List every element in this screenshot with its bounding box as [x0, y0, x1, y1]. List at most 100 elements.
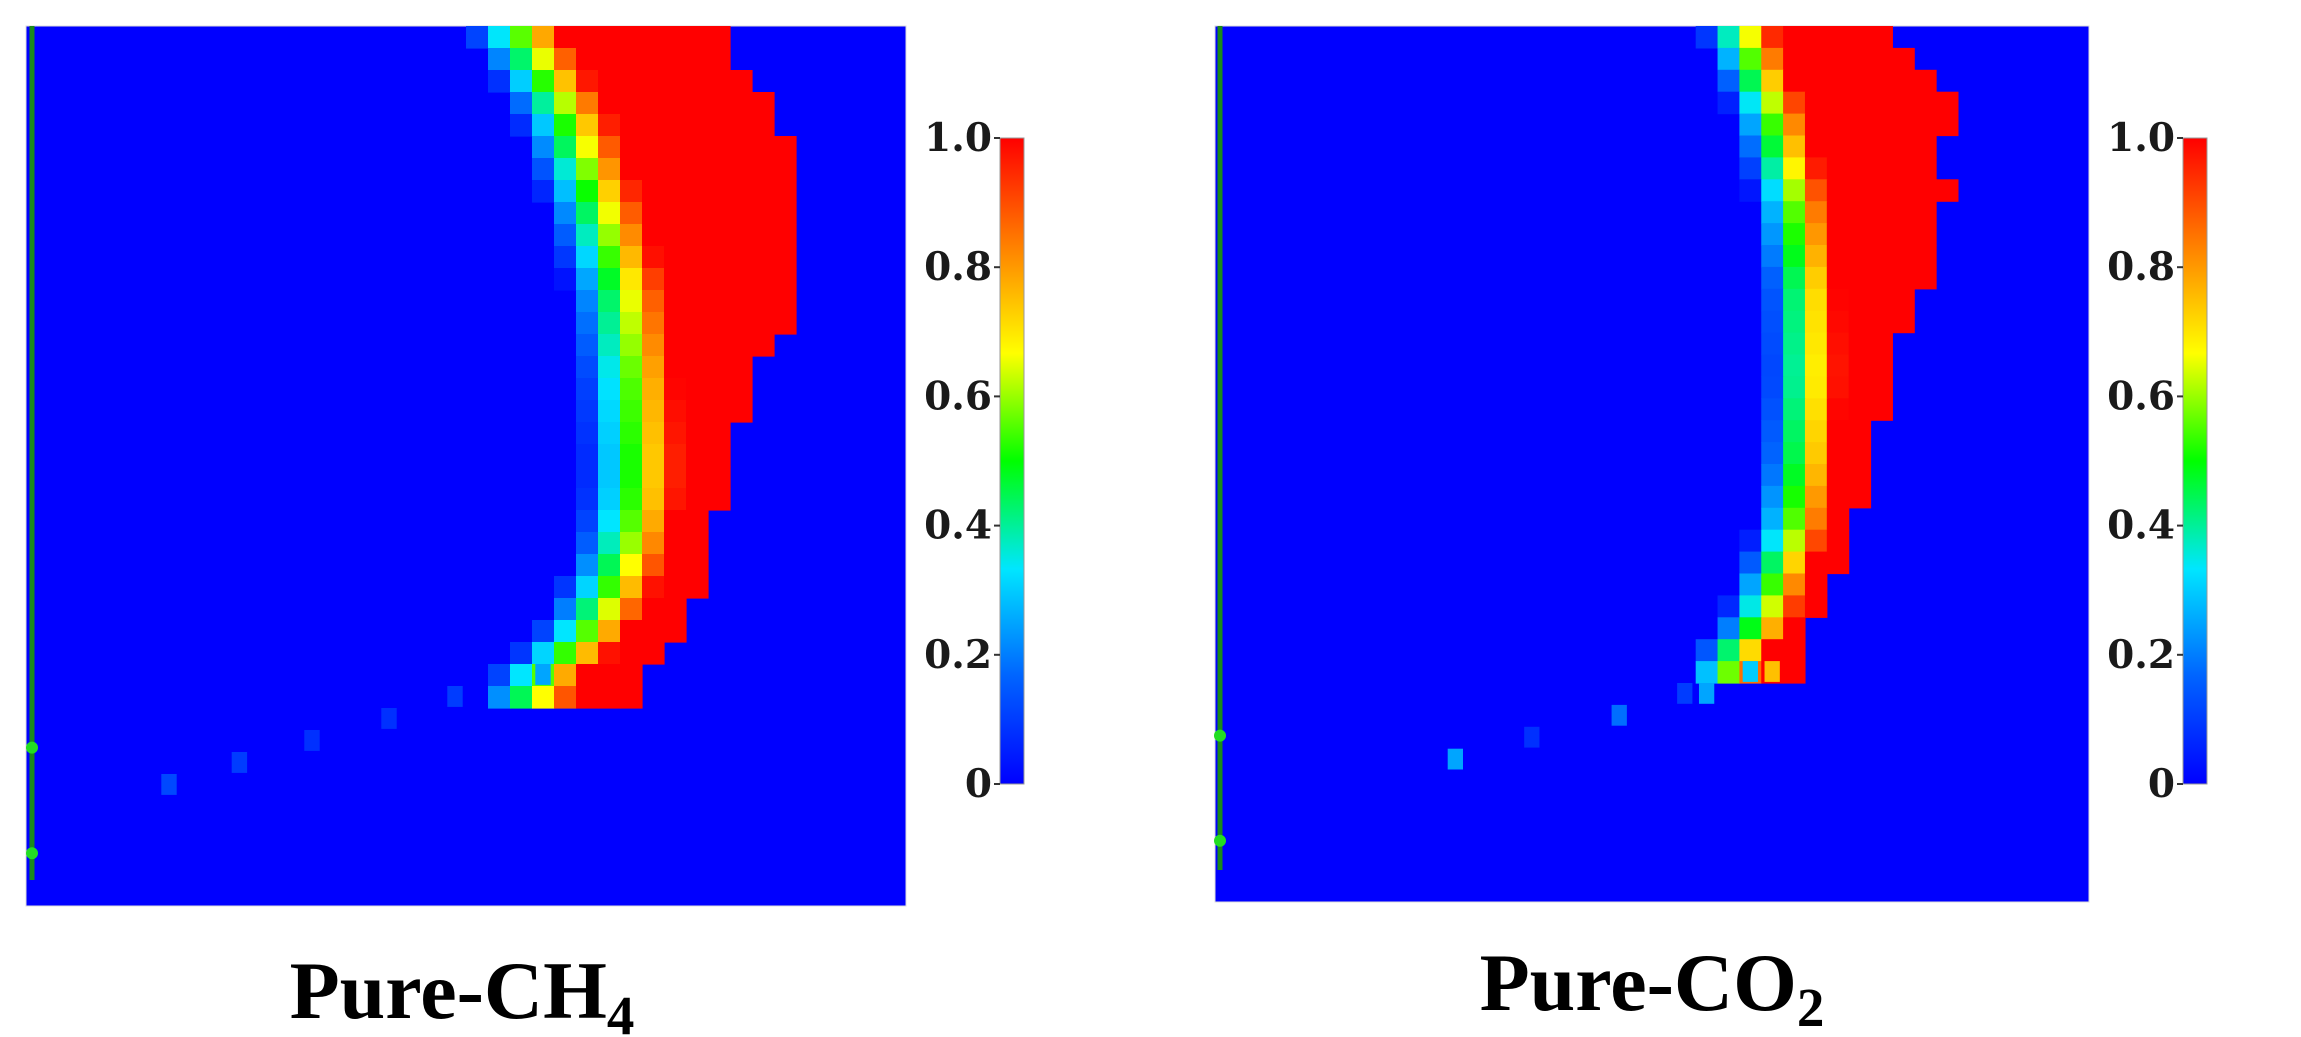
- saturation-cell: [1848, 135, 1872, 158]
- saturation-cell: [730, 92, 753, 115]
- saturation-cell: [1783, 310, 1806, 334]
- saturation-cell: [1804, 332, 1828, 356]
- saturation-cell: [1826, 288, 1850, 312]
- saturation-cell: [532, 620, 555, 643]
- saturation-cell: [576, 92, 599, 115]
- saturation-cell: [642, 312, 665, 335]
- colorbar-tick-label: 0: [2148, 761, 2175, 807]
- saturation-cell: [1870, 135, 1893, 158]
- saturation-cell: [532, 114, 555, 137]
- saturation-cell: [664, 422, 687, 445]
- saturation-cell: [708, 290, 731, 313]
- saturation-cell: [686, 356, 709, 379]
- saturation-cell: [598, 554, 621, 577]
- saturation-cell: [576, 598, 599, 621]
- saturation-cell: [488, 664, 511, 687]
- saturation-cell: [598, 598, 621, 621]
- saturation-cell: [686, 488, 709, 511]
- saturation-cell: [1936, 113, 1959, 137]
- saturation-cell: [1739, 639, 1762, 662]
- saturation-cell: [664, 554, 687, 577]
- saturation-cell: [1761, 310, 1784, 334]
- saturation-cell: [576, 444, 599, 467]
- saturation-cell: [708, 202, 731, 225]
- saturation-cell: [686, 510, 709, 533]
- saturation-cell: [708, 136, 731, 159]
- saturation-cell: [1804, 551, 1828, 575]
- saturation-cell: [708, 444, 731, 467]
- saturation-cell: [1892, 47, 1915, 71]
- saturation-cell: [774, 268, 797, 291]
- saturation-cell: [576, 576, 599, 599]
- saturation-cell: [598, 312, 621, 335]
- saturation-cell: [620, 246, 643, 269]
- saturation-cell: [642, 532, 665, 555]
- colorbar-tick-label: 0.4: [2107, 503, 2175, 549]
- saturation-cell: [1848, 201, 1872, 224]
- saturation-cell: [708, 378, 731, 401]
- saturation-cell: [642, 290, 665, 313]
- saturation-cell: [1717, 91, 1740, 115]
- saturation-cell: [1892, 201, 1915, 224]
- saturation-cell: [488, 26, 511, 49]
- saturation-cell: [598, 268, 621, 291]
- saturation-cell: [730, 268, 753, 291]
- saturation-cell: [1826, 245, 1850, 268]
- saturation-cell: [664, 26, 687, 49]
- saturation-cell: [1761, 332, 1784, 356]
- saturation-cell: [554, 598, 577, 621]
- saturation-cell: [1826, 69, 1850, 93]
- saturation-cell: [620, 422, 643, 445]
- saturation-cell: [664, 180, 687, 203]
- saturation-cell: [686, 114, 709, 137]
- saturation-cell: [686, 268, 709, 291]
- saturation-cell: [1783, 617, 1806, 640]
- saturation-cell: [1761, 551, 1784, 575]
- saturation-cell: [730, 246, 753, 269]
- saturation-cell: [1826, 376, 1850, 399]
- saturation-cell: [1848, 91, 1872, 115]
- saturation-cell: [642, 642, 665, 665]
- saturation-cell: [642, 510, 665, 533]
- saturation-cell: [1783, 69, 1806, 93]
- saturation-cell: [1761, 113, 1784, 137]
- saturation-cell: [1848, 464, 1872, 487]
- saturation-cell: [708, 488, 731, 511]
- saturation-cell: [686, 26, 709, 49]
- saturation-cell: [1870, 201, 1893, 224]
- saturation-cell: [1783, 266, 1806, 290]
- saturation-cell: [1783, 551, 1806, 575]
- saturation-cell: [642, 70, 665, 93]
- saturation-cell: [1804, 135, 1828, 158]
- saturation-cell: [1783, 661, 1806, 684]
- saturation-cell: [1892, 223, 1915, 246]
- saturation-cell: [1783, 332, 1806, 356]
- saturation-cell: [620, 400, 643, 423]
- saturation-cell: [1870, 288, 1893, 312]
- saturation-cell: [642, 488, 665, 511]
- saturation-cell: [1761, 464, 1784, 487]
- saturation-cell: [708, 92, 731, 115]
- saturation-cell: [1804, 245, 1828, 268]
- saturation-cell: [1914, 157, 1937, 180]
- saturation-cell: [576, 510, 599, 533]
- saturation-cell: [642, 598, 665, 621]
- saturation-cell: [1914, 135, 1937, 158]
- saturation-cell: [1761, 485, 1784, 509]
- saturation-cell: [1717, 617, 1740, 640]
- panel-pure-co2: 1.0 0.8 0.6 0.4 0.2 0 Pure-CO2: [1214, 25, 2208, 1037]
- saturation-cell: [664, 268, 687, 291]
- saturation-cell: [510, 26, 533, 49]
- saturation-cell: [554, 48, 577, 71]
- saturation-cell: [1804, 26, 1828, 49]
- saturation-cell: [1804, 113, 1828, 137]
- saturation-cell: [1914, 266, 1937, 290]
- saturation-cell: [642, 48, 665, 71]
- saturation-cell: [1892, 113, 1915, 137]
- saturation-cell: [686, 576, 709, 599]
- saturation-cell: [620, 180, 643, 203]
- saturation-cell: [752, 136, 775, 159]
- saturation-cell: [554, 246, 577, 269]
- saturation-cell: [642, 444, 665, 467]
- saturation-cell: [488, 70, 511, 93]
